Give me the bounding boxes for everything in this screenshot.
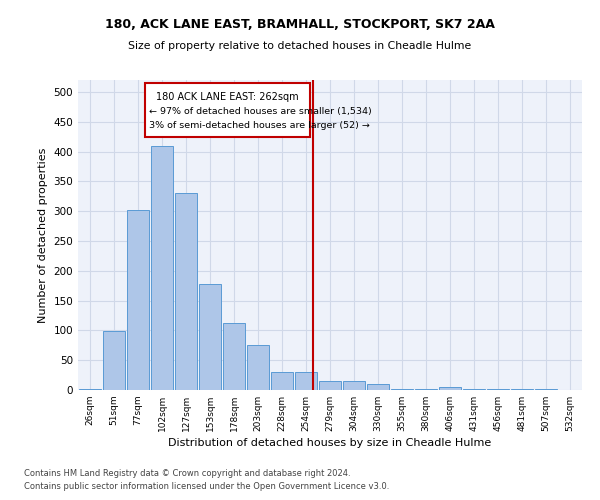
Bar — [511, 389, 533, 390]
Text: 180 ACK LANE EAST: 262sqm: 180 ACK LANE EAST: 262sqm — [156, 92, 299, 102]
Bar — [415, 389, 437, 390]
Bar — [199, 284, 221, 390]
Bar — [343, 381, 365, 390]
Text: Contains public sector information licensed under the Open Government Licence v3: Contains public sector information licen… — [24, 482, 389, 491]
Bar — [271, 372, 293, 390]
Text: Size of property relative to detached houses in Cheadle Hulme: Size of property relative to detached ho… — [128, 41, 472, 51]
Bar — [367, 384, 389, 390]
Bar — [223, 322, 245, 390]
Y-axis label: Number of detached properties: Number of detached properties — [38, 148, 48, 322]
Text: ← 97% of detached houses are smaller (1,534): ← 97% of detached houses are smaller (1,… — [149, 107, 371, 116]
X-axis label: Distribution of detached houses by size in Cheadle Hulme: Distribution of detached houses by size … — [169, 438, 491, 448]
Bar — [127, 210, 149, 390]
Text: 180, ACK LANE EAST, BRAMHALL, STOCKPORT, SK7 2AA: 180, ACK LANE EAST, BRAMHALL, STOCKPORT,… — [105, 18, 495, 30]
Bar — [175, 194, 197, 390]
Bar — [151, 146, 173, 390]
Text: Contains HM Land Registry data © Crown copyright and database right 2024.: Contains HM Land Registry data © Crown c… — [24, 468, 350, 477]
Bar — [439, 387, 461, 390]
Bar — [103, 331, 125, 390]
Bar — [319, 381, 341, 390]
Bar — [295, 372, 317, 390]
Bar — [391, 389, 413, 390]
Bar — [145, 83, 310, 136]
Bar — [247, 346, 269, 390]
Text: 3% of semi-detached houses are larger (52) →: 3% of semi-detached houses are larger (5… — [149, 122, 370, 130]
